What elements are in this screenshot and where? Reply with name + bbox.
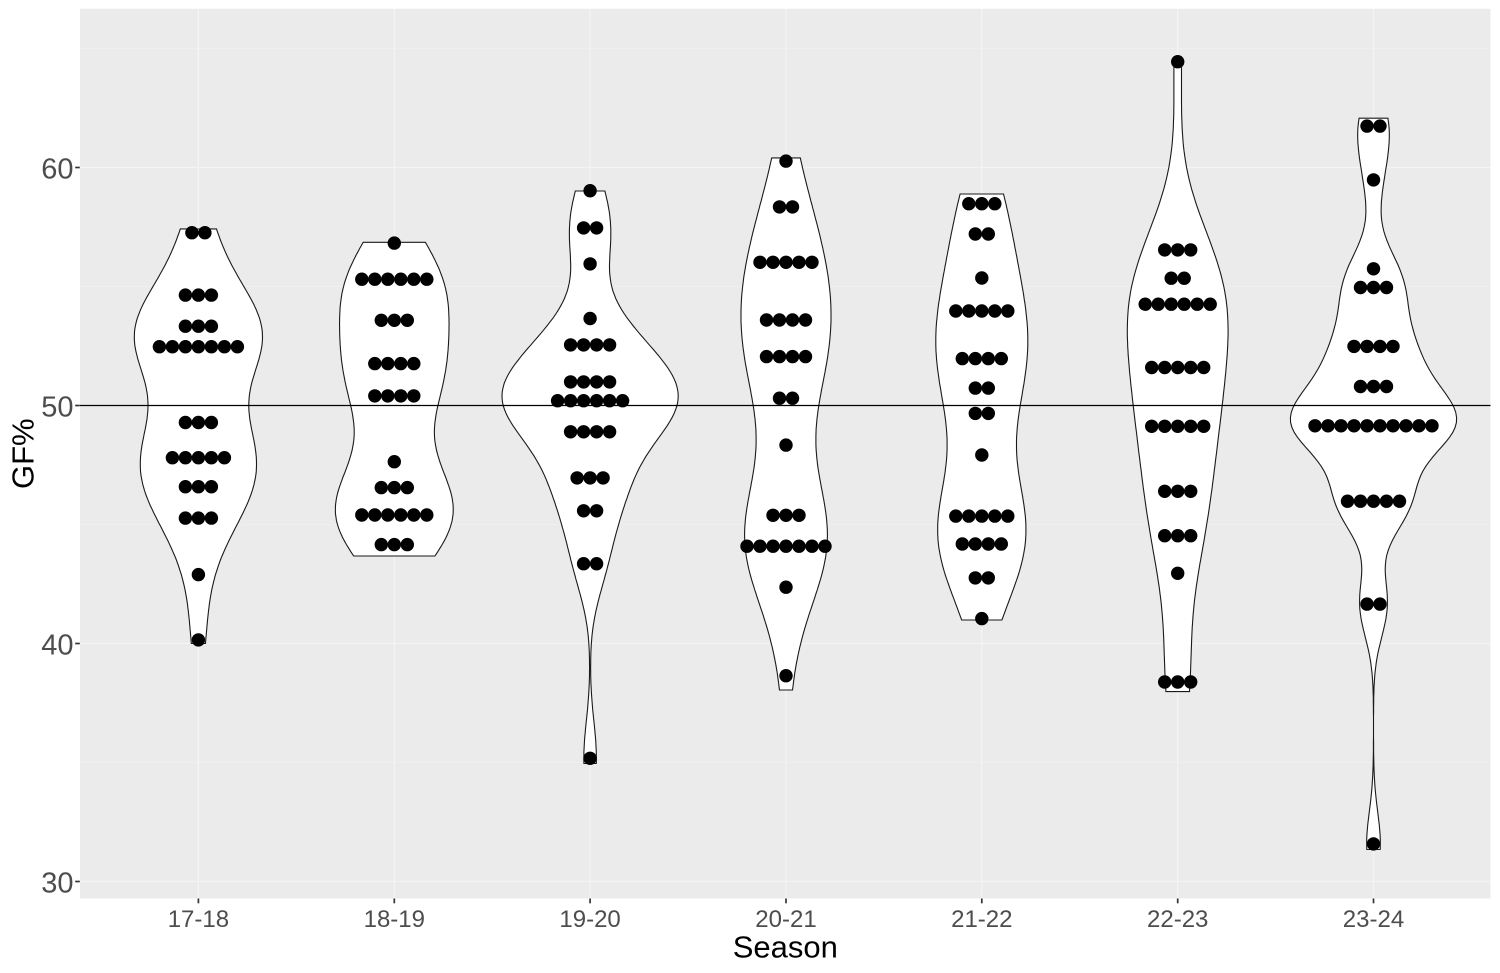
svg-text:50: 50 (41, 392, 73, 424)
svg-text:18-19: 18-19 (364, 906, 425, 933)
svg-text:19-20: 19-20 (559, 906, 620, 933)
svg-text:Season: Season (733, 930, 838, 965)
svg-text:40: 40 (41, 630, 73, 662)
svg-text:GF%: GF% (5, 418, 40, 489)
svg-text:21-22: 21-22 (951, 906, 1012, 933)
svg-text:23-24: 23-24 (1343, 906, 1404, 933)
svg-text:17-18: 17-18 (168, 906, 229, 933)
svg-text:20-21: 20-21 (755, 906, 816, 933)
svg-text:30: 30 (41, 868, 73, 900)
svg-text:22-23: 22-23 (1147, 906, 1208, 933)
svg-text:60: 60 (41, 154, 73, 186)
